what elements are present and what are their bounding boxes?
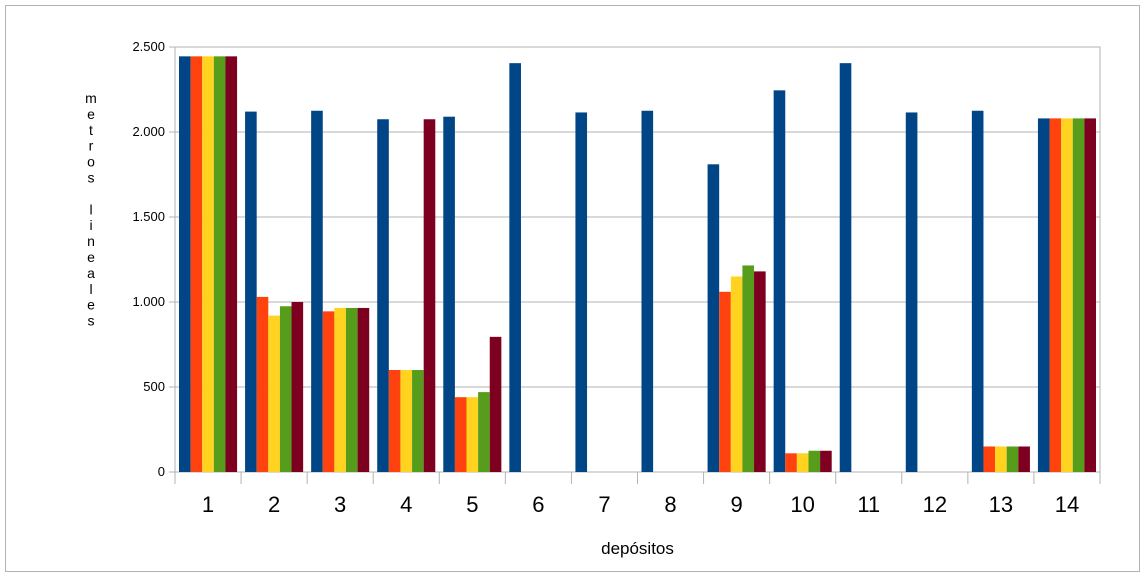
y-axis-label-char: e: [87, 249, 95, 265]
bar: [983, 446, 996, 472]
x-tick-label: 7: [598, 492, 610, 517]
y-tick-label: 0: [158, 464, 165, 479]
y-axis-label-char: m: [85, 90, 97, 106]
y-tick-label: 2.000: [132, 124, 165, 139]
x-tick-label: 3: [334, 492, 346, 517]
x-tick-label: 5: [466, 492, 478, 517]
bar: [796, 453, 809, 472]
y-axis-label-char: l: [89, 281, 92, 297]
bar: [1037, 118, 1050, 473]
bar: [808, 450, 821, 472]
x-tick-label: 14: [1055, 492, 1079, 517]
bar: [707, 164, 720, 473]
bar: [345, 307, 358, 472]
y-axis-label-char: s: [88, 313, 95, 329]
bar: [971, 110, 984, 472]
bar: [377, 119, 389, 472]
y-axis-label-char: t: [89, 122, 93, 138]
y-axis-label-char: e: [87, 297, 95, 313]
y-axis-label-char: n: [87, 233, 95, 249]
x-tick-label: 9: [730, 492, 742, 517]
chart-frame: [5, 5, 1140, 572]
bar: [268, 315, 280, 472]
x-axis-label: depósitos: [601, 539, 674, 558]
bar: [388, 370, 401, 472]
bar: [839, 63, 852, 473]
bar: [478, 392, 490, 472]
y-axis-label-char: e: [87, 106, 95, 122]
bar: [202, 56, 214, 472]
y-axis-label-char: i: [89, 217, 92, 233]
x-tick-label: 8: [664, 492, 676, 517]
bar: [400, 370, 413, 472]
bar: [322, 311, 335, 472]
bar: [773, 90, 786, 472]
x-tick-label: 2: [268, 492, 280, 517]
bar: [291, 302, 304, 472]
bar: [213, 56, 226, 472]
bar: [279, 306, 292, 472]
bar: [454, 397, 467, 472]
bar: [311, 110, 323, 472]
x-tick-label: 12: [923, 492, 947, 517]
bar: [785, 453, 797, 472]
y-tick-label: 2.500: [132, 39, 165, 54]
y-tick-label: 1.000: [132, 294, 165, 309]
x-tick-label: 1: [202, 492, 214, 517]
bar: [1018, 446, 1030, 472]
bar: [423, 119, 436, 472]
bar: [509, 63, 521, 473]
bar: [334, 307, 346, 472]
bar: [1084, 118, 1096, 473]
y-tick-label: 500: [143, 379, 165, 394]
y-axis-label-char: r: [89, 138, 94, 154]
bar: [575, 112, 588, 472]
bars: [179, 56, 1096, 473]
x-tick-label: 6: [532, 492, 544, 517]
y-axis-label-char: a: [87, 265, 95, 281]
bar: [489, 336, 502, 472]
bar: [256, 296, 269, 472]
bar: [443, 116, 455, 472]
bar: [1061, 118, 1073, 473]
bar: [905, 112, 918, 472]
bar: [995, 446, 1007, 472]
bar: [357, 307, 370, 472]
bar: [190, 56, 203, 472]
x-tick-label: 13: [989, 492, 1013, 517]
bar: [466, 397, 479, 472]
bar: [719, 291, 731, 472]
y-axis-label-char: o: [87, 154, 95, 170]
x-tick-label: 10: [790, 492, 814, 517]
bar: [225, 56, 238, 472]
bar: [754, 271, 766, 472]
bar: [641, 110, 654, 472]
x-tick-label: 4: [400, 492, 412, 517]
bar: [179, 56, 191, 472]
bar: [1049, 118, 1062, 473]
bar: [820, 450, 832, 472]
bar: [742, 265, 755, 472]
bar: [730, 276, 743, 472]
bar: [412, 370, 424, 472]
x-tick-label: 11: [857, 492, 880, 517]
y-axis-label-char: l: [89, 201, 92, 217]
bar: [1006, 446, 1019, 472]
y-tick-label: 1.500: [132, 209, 165, 224]
bar: [1072, 118, 1085, 473]
y-axis-label-char: s: [88, 170, 95, 186]
bar: [245, 111, 257, 472]
